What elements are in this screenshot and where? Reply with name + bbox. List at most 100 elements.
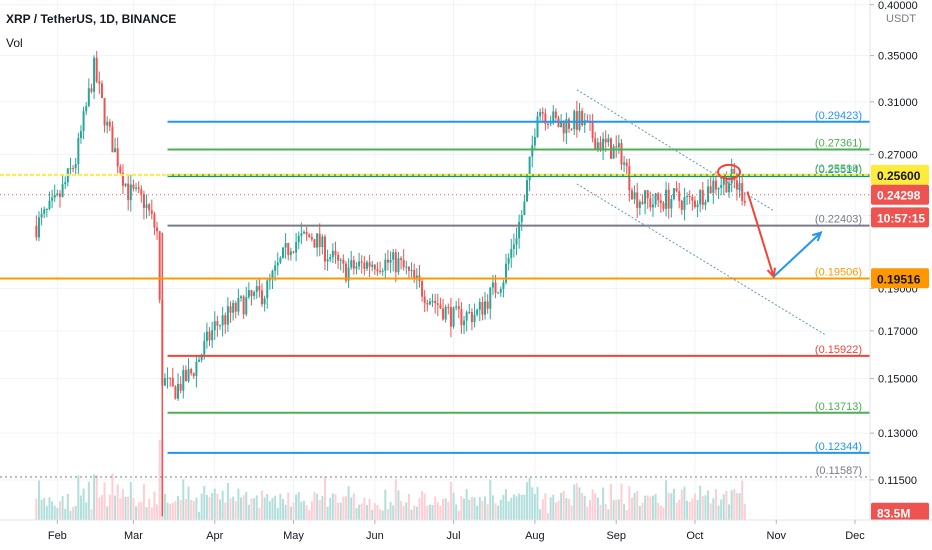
volume-bar	[596, 497, 599, 520]
candle-body	[649, 198, 652, 208]
candle-body	[45, 208, 48, 210]
candle-body	[119, 166, 122, 173]
volume-bar	[171, 503, 174, 520]
candle-body	[683, 197, 686, 210]
volume-bar	[470, 496, 473, 520]
candle-body	[242, 296, 245, 315]
volume-bar	[352, 493, 355, 520]
volume-bar	[688, 501, 691, 520]
volume-bar	[90, 509, 93, 520]
volume-bar	[240, 497, 243, 520]
time-axis-bg	[0, 520, 932, 550]
candle-body	[245, 297, 248, 315]
fib-label: (0.27361)	[815, 137, 862, 149]
volume-bar	[541, 499, 544, 520]
volume-bar	[329, 497, 332, 520]
volume-bar	[127, 496, 130, 520]
volume-bar	[355, 507, 358, 520]
candle-body	[321, 236, 324, 248]
volume-bar	[604, 503, 607, 520]
price-badge-label: 10:57:15	[877, 211, 925, 225]
price-badge-label: 0.24298	[877, 189, 921, 203]
price-badge-label: 0.25600	[877, 169, 921, 183]
volume-bar	[258, 507, 261, 520]
candle-body	[654, 193, 657, 205]
volume-bar	[743, 503, 746, 520]
volume-bar	[87, 481, 90, 520]
candle-body	[623, 162, 626, 165]
volume-bar	[190, 499, 193, 520]
candle-body	[253, 291, 256, 297]
volume-bar	[402, 505, 405, 520]
volume-bar	[578, 487, 581, 520]
candle-body	[657, 193, 660, 201]
candle-body	[216, 321, 219, 326]
volume-bar	[426, 505, 429, 520]
volume-bar	[179, 499, 182, 520]
candle-body	[250, 290, 253, 297]
fib-levels: (0.29423) (0.27361) (0.25514)(0.25599) (0.2…	[0, 110, 870, 478]
channel-line	[576, 183, 827, 336]
volume-bar	[72, 507, 75, 520]
volume-bar	[316, 493, 319, 520]
candle-body	[463, 320, 466, 326]
candle-body	[491, 282, 494, 288]
volume-bar	[539, 509, 542, 520]
candle-body	[447, 307, 450, 309]
volume-bar	[77, 475, 80, 520]
candle-body	[103, 98, 106, 126]
candle-body	[226, 306, 229, 325]
volume-bar	[557, 500, 560, 520]
volume-bar	[672, 488, 675, 520]
price-axis: USDT0.400000.350000.310000.270000.230000…	[869, 0, 932, 550]
candle-body	[518, 221, 521, 239]
candle-body	[200, 354, 203, 360]
volume-bar	[641, 502, 644, 520]
volume-bar	[145, 506, 148, 520]
candle-body	[129, 184, 132, 201]
volume-bar	[575, 483, 578, 520]
candle-body	[187, 369, 190, 382]
volume-bar	[119, 498, 122, 520]
fib-label: (0.19506)	[815, 266, 862, 278]
candle-body	[358, 261, 361, 267]
candle-body	[476, 309, 479, 315]
x-tick-label: Apr	[206, 530, 223, 542]
volume-bar	[334, 494, 337, 520]
volume-bar	[384, 489, 387, 520]
volume-bar	[460, 496, 463, 520]
volume-bar	[515, 496, 518, 520]
candle-body	[211, 330, 214, 341]
candle-body	[342, 259, 345, 264]
candle-body	[704, 202, 707, 205]
volume-bar	[224, 502, 227, 520]
volume-bar	[56, 507, 59, 520]
y-tick-label: 0.27000	[878, 150, 918, 162]
volume-bar	[418, 498, 421, 520]
volume-bar	[386, 509, 389, 520]
volume-bar	[439, 505, 442, 520]
candle-body	[741, 183, 744, 201]
candle-body	[116, 148, 119, 167]
volume-bar	[638, 506, 641, 520]
candle-body	[659, 200, 662, 203]
candles	[35, 51, 746, 517]
candle-body	[505, 263, 508, 283]
volume-bar	[376, 504, 379, 520]
candle-body	[373, 264, 376, 270]
volume-bar	[266, 494, 269, 520]
volume-bar	[98, 497, 101, 520]
candle-body	[489, 287, 492, 309]
candle-body	[384, 259, 387, 271]
candle-body	[410, 270, 413, 272]
candle-body	[547, 123, 550, 125]
volume-bar	[526, 482, 529, 520]
volume-bar	[594, 493, 597, 520]
volume-bar	[410, 509, 413, 520]
candle-body	[625, 162, 628, 167]
candle-body	[363, 262, 366, 269]
candle-body	[714, 180, 717, 190]
candle-body	[531, 145, 534, 157]
price-badge	[871, 502, 929, 523]
